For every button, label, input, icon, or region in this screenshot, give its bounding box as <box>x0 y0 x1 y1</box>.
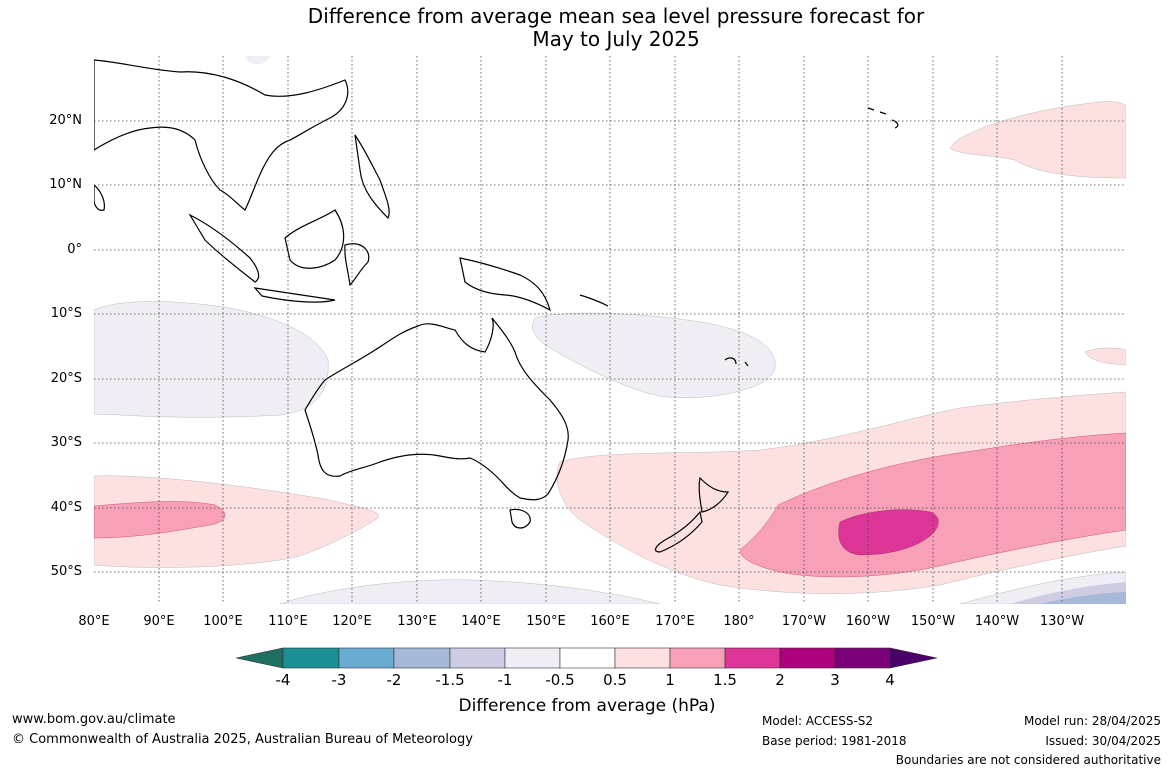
base-period-text: Base period: 1981-2018 <box>762 734 907 748</box>
lon-tick-label: 150°E <box>511 614 581 629</box>
lon-tick-label: 170°E <box>640 614 710 629</box>
lon-tick-label: 160°W <box>833 614 903 629</box>
lat-tick-label: 10°N <box>22 177 82 192</box>
colorbar-swatch-6 <box>560 648 615 668</box>
lon-tick-label: 140°E <box>446 614 516 629</box>
colorbar-tick-label: 1 <box>645 672 695 689</box>
colorbar-tick-label: 4 <box>865 672 915 689</box>
colorbar-extend-low <box>236 648 283 668</box>
hawaii-islands <box>868 108 898 128</box>
lat-tick-label: 20°N <box>22 113 82 128</box>
lat-tick-label: 50°S <box>22 564 82 579</box>
colorbar-tick-label: 0.5 <box>590 672 640 689</box>
model-run-text: Model run: 28/04/2025 <box>900 714 1161 728</box>
colorbar-swatch-8 <box>670 648 725 668</box>
lat-tick-label: 40°S <box>22 500 82 515</box>
colorbar-tick-label: 3 <box>810 672 860 689</box>
lon-tick-label: 140°W <box>962 614 1032 629</box>
colorbar-swatch-7 <box>615 648 670 668</box>
colorbar-tick-label: -1 <box>480 672 530 689</box>
australia-outline <box>305 318 568 500</box>
pressure-anomaly-map <box>0 0 1173 770</box>
lat-tick-label: 0° <box>22 242 82 257</box>
colorbar-tick-label: -2 <box>369 672 419 689</box>
anomaly-fills <box>94 56 1126 604</box>
java-outline <box>255 288 335 302</box>
colorbar-swatch-3 <box>394 648 450 668</box>
lon-tick-label: 150°W <box>898 614 968 629</box>
lon-tick-label: 120°E <box>317 614 387 629</box>
anomaly-region-indian-ocean-negative <box>94 302 328 418</box>
lon-tick-label: 170°W <box>769 614 839 629</box>
colorbar <box>236 648 937 668</box>
new-guinea-outline <box>460 258 550 310</box>
lon-tick-label: 90°E <box>124 614 194 629</box>
lon-tick-label: 130°E <box>382 614 452 629</box>
colorbar-tick-label: -3 <box>314 672 364 689</box>
lat-tick-label: 30°S <box>22 435 82 450</box>
anomaly-region-north-pacific-positive <box>950 101 1126 178</box>
lon-tick-label: 80°E <box>59 614 129 629</box>
lat-tick-label: 20°S <box>22 371 82 386</box>
colorbar-swatch-9 <box>725 648 780 668</box>
colorbar-tick-label: -0.5 <box>535 672 585 689</box>
colorbar-tick-label: -1.5 <box>425 672 475 689</box>
issued-text: Issued: 30/04/2025 <box>900 734 1161 748</box>
tasmania-outline <box>510 510 530 529</box>
lat-tick-label: 10°S <box>22 306 82 321</box>
model-text: Model: ACCESS-S2 <box>762 714 873 728</box>
philippines-outline <box>355 135 389 218</box>
anomaly-region-southern-negative <box>280 580 660 604</box>
colorbar-tick-label: -4 <box>258 672 308 689</box>
colorbar-swatch-11 <box>835 648 890 668</box>
colorbar-swatch-2 <box>339 648 394 668</box>
india-tip <box>94 185 104 210</box>
lon-tick-label: 160°E <box>575 614 645 629</box>
borneo-outline <box>285 210 344 268</box>
website-text: www.bom.gov.au/climate <box>12 712 176 728</box>
lon-tick-label: 130°W <box>1027 614 1097 629</box>
disclaimer-text: Boundaries are not considered authoritat… <box>860 753 1161 767</box>
colorbar-tick-label: 2 <box>755 672 805 689</box>
asia-mainland-outline <box>94 60 348 210</box>
colorbar-swatch-1 <box>283 648 339 668</box>
lon-tick-label: 100°E <box>188 614 258 629</box>
lon-tick-label: 110°E <box>253 614 323 629</box>
lon-tick-label: 180° <box>704 614 774 629</box>
sumatra-outline <box>190 215 259 282</box>
anomaly-region-top-small <box>245 56 270 64</box>
colorbar-tick-label: 1.5 <box>700 672 750 689</box>
colorbar-swatch-5 <box>505 648 560 668</box>
colorbar-swatch-10 <box>780 648 835 668</box>
colorbar-title: Difference from average (hPa) <box>387 696 787 716</box>
copyright-text: © Commonwealth of Australia 2025, Austra… <box>12 732 473 748</box>
colorbar-swatch-4 <box>450 648 505 668</box>
colorbar-extend-high <box>890 648 937 668</box>
map-area <box>94 56 1126 604</box>
sulawesi-outline <box>345 244 369 285</box>
anomaly-region-east-pacific-positive <box>1085 348 1126 365</box>
solomon-islands <box>580 295 608 306</box>
